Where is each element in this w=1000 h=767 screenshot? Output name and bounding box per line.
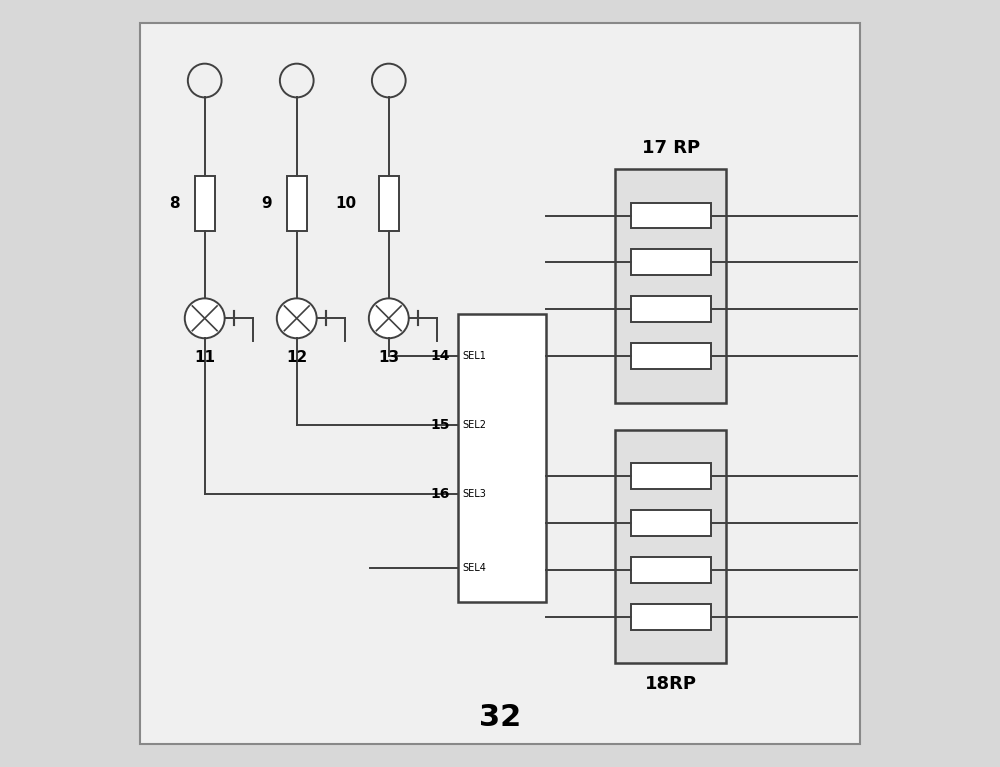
Text: 16: 16 [431,487,450,502]
Bar [458,314,546,602]
Bar [631,557,711,583]
Text: 14: 14 [431,349,450,364]
Bar [195,176,215,231]
Text: SEL3: SEL3 [462,489,486,499]
Text: 11: 11 [194,350,215,365]
Text: 17 RP: 17 RP [642,140,700,157]
Bar [631,463,711,489]
Bar [631,604,711,630]
Bar [615,169,726,403]
Text: 10: 10 [335,196,357,211]
Text: 8: 8 [170,196,180,211]
Text: 15: 15 [431,418,450,433]
Bar [615,430,726,663]
Circle shape [369,298,409,338]
Text: 9: 9 [262,196,272,211]
Bar [631,296,711,322]
Circle shape [277,298,317,338]
Bar [287,176,307,231]
Text: SEL1: SEL1 [462,351,486,361]
Text: 32: 32 [479,703,521,732]
Bar [631,510,711,536]
Bar [379,176,399,231]
Text: 12: 12 [286,350,307,365]
Bar [631,343,711,369]
Text: 13: 13 [378,350,399,365]
Text: 18RP: 18RP [645,675,697,693]
Text: SEL4: SEL4 [462,562,486,573]
Bar [631,202,711,229]
Text: SEL2: SEL2 [462,420,486,430]
Circle shape [185,298,225,338]
Bar [631,249,711,275]
